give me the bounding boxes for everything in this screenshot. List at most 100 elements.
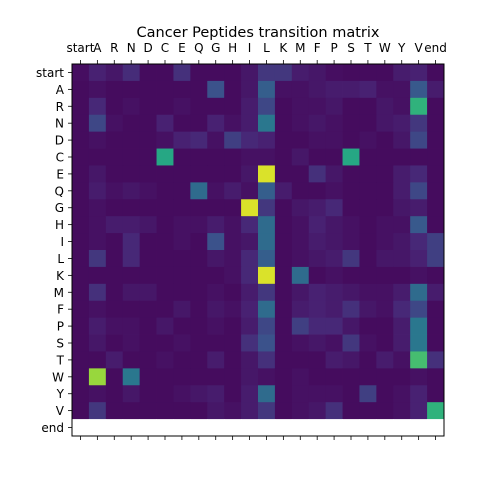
heatmap-cell-Q-N xyxy=(122,182,141,200)
heatmap-cell-N-S xyxy=(342,114,360,133)
heatmap-cell-start-R xyxy=(105,64,124,82)
heatmap-cell-M-R xyxy=(105,283,124,302)
heatmap-cell-T-V xyxy=(410,351,428,369)
heatmap-cell-V-C xyxy=(156,402,174,420)
heatmap-cell-A-M xyxy=(291,80,310,99)
heatmap-cells xyxy=(72,64,445,437)
heatmap-cell-N-E xyxy=(173,114,191,133)
heatmap-cell-start-T xyxy=(359,64,377,82)
heatmap-cell-E-E xyxy=(173,165,191,183)
heatmap-cell-Y-V xyxy=(410,385,428,403)
heatmap-cell-I-V xyxy=(410,233,428,251)
x-tick-label-start: start xyxy=(66,41,94,55)
heatmap-cell-H-V xyxy=(410,216,428,234)
heatmap-cell-H-M xyxy=(291,216,310,234)
heatmap-cell-R-end xyxy=(427,97,445,116)
heatmap-cell-S-L xyxy=(258,334,276,352)
heatmap-cell-N-D xyxy=(139,114,157,133)
heatmap-cell-N-T xyxy=(359,114,377,133)
heatmap-cell-S-C xyxy=(156,334,174,352)
heatmap-cell-V-E xyxy=(173,402,191,420)
heatmap-cell-N-R xyxy=(105,114,124,133)
heatmap-cell-V-T xyxy=(359,402,377,420)
heatmap-cell-C-Y xyxy=(393,148,411,166)
y-tick-label-I: I xyxy=(60,235,64,249)
heatmap-cell-end-start xyxy=(72,419,90,437)
heatmap-cell-M-A xyxy=(88,283,107,302)
heatmap-cell-K-P xyxy=(325,266,343,285)
heatmap-cell-T-F xyxy=(308,351,327,369)
heatmap-cell-P-H xyxy=(224,317,242,335)
heatmap-cell-F-E xyxy=(173,300,191,319)
heatmap-cell-K-Q xyxy=(190,266,208,285)
heatmap-cell-L-W xyxy=(376,250,394,268)
heatmap-cell-T-E xyxy=(173,351,191,369)
heatmap-cell-F-K xyxy=(274,300,293,319)
heatmap-cell-M-start xyxy=(72,283,90,302)
heatmap-cell-end-K xyxy=(274,419,293,437)
heatmap-cell-H-Q xyxy=(190,216,208,234)
x-tick-label-P: P xyxy=(330,41,337,55)
heatmap-cell-C-I xyxy=(241,148,259,166)
heatmap-cell-A-T xyxy=(359,80,377,99)
heatmap-cell-H-H xyxy=(224,216,242,234)
heatmap-cell-N-P xyxy=(325,114,343,133)
heatmap-cell-G-Q xyxy=(190,199,208,217)
heatmap-cell-D-Y xyxy=(393,131,411,149)
heatmap-cell-H-T xyxy=(359,216,377,234)
heatmap-cell-C-A xyxy=(88,148,107,166)
heatmap-cell-N-Q xyxy=(190,114,208,133)
heatmap-cell-M-D xyxy=(139,283,157,302)
heatmap-cell-G-S xyxy=(342,199,360,217)
heatmap-cell-Y-start xyxy=(72,385,90,403)
heatmap-cell-F-end xyxy=(427,300,445,319)
y-tick-label-Q: Q xyxy=(55,184,64,198)
heatmap-cell-E-start xyxy=(72,165,90,183)
heatmap-cell-D-D xyxy=(139,131,157,149)
heatmap-cell-end-Q xyxy=(190,419,208,437)
heatmap-cell-S-I xyxy=(241,334,259,352)
heatmap-cell-G-T xyxy=(359,199,377,217)
heatmap-cell-F-F xyxy=(308,300,327,319)
heatmap-cell-C-W xyxy=(376,148,394,166)
heatmap-cell-E-S xyxy=(342,165,360,183)
heatmap-cell-D-R xyxy=(105,131,124,149)
heatmap-cell-R-F xyxy=(308,97,327,116)
heatmap-cell-K-L xyxy=(258,266,276,285)
heatmap-cell-S-V xyxy=(410,334,428,352)
heatmap-cell-F-M xyxy=(291,300,310,319)
heatmap-cell-A-W xyxy=(376,80,394,99)
heatmap-cell-P-end xyxy=(427,317,445,335)
heatmap-cell-R-W xyxy=(376,97,394,116)
x-tick-label-K: K xyxy=(279,41,288,55)
heatmap-cell-W-P xyxy=(325,368,343,386)
heatmap-cell-F-A xyxy=(88,300,107,319)
heatmap-cell-R-P xyxy=(325,97,343,116)
heatmap-cell-F-R xyxy=(105,300,124,319)
y-tick-label-D: D xyxy=(55,134,64,148)
heatmap-cell-R-L xyxy=(258,97,276,116)
heatmap-cell-start-A xyxy=(88,64,107,82)
heatmap-cell-G-end xyxy=(427,199,445,217)
heatmap-cell-N-W xyxy=(376,114,394,133)
heatmap-cell-A-R xyxy=(105,80,124,99)
y-tick-label-E: E xyxy=(56,167,64,181)
heatmap-cell-K-Y xyxy=(393,266,411,285)
heatmap-cell-start-Q xyxy=(190,64,208,82)
heatmap-cell-Y-N xyxy=(122,385,141,403)
heatmap-cell-G-start xyxy=(72,199,90,217)
heatmap-cell-W-T xyxy=(359,368,377,386)
heatmap-cell-V-I xyxy=(241,402,259,420)
heatmap-cell-T-S xyxy=(342,351,360,369)
heatmap-cell-Q-C xyxy=(156,182,174,200)
x-tick-label-H: H xyxy=(228,41,237,55)
heatmap-cell-P-V xyxy=(410,317,428,335)
heatmap-cell-T-W xyxy=(376,351,394,369)
heatmap-cell-R-Y xyxy=(393,97,411,116)
heatmap-cell-W-start xyxy=(72,368,90,386)
heatmap-cell-I-L xyxy=(258,233,276,251)
heatmap-cell-S-M xyxy=(291,334,310,352)
heatmap-cell-G-M xyxy=(291,199,310,217)
heatmap-cell-T-L xyxy=(258,351,276,369)
heatmap-cell-T-G xyxy=(207,351,225,369)
